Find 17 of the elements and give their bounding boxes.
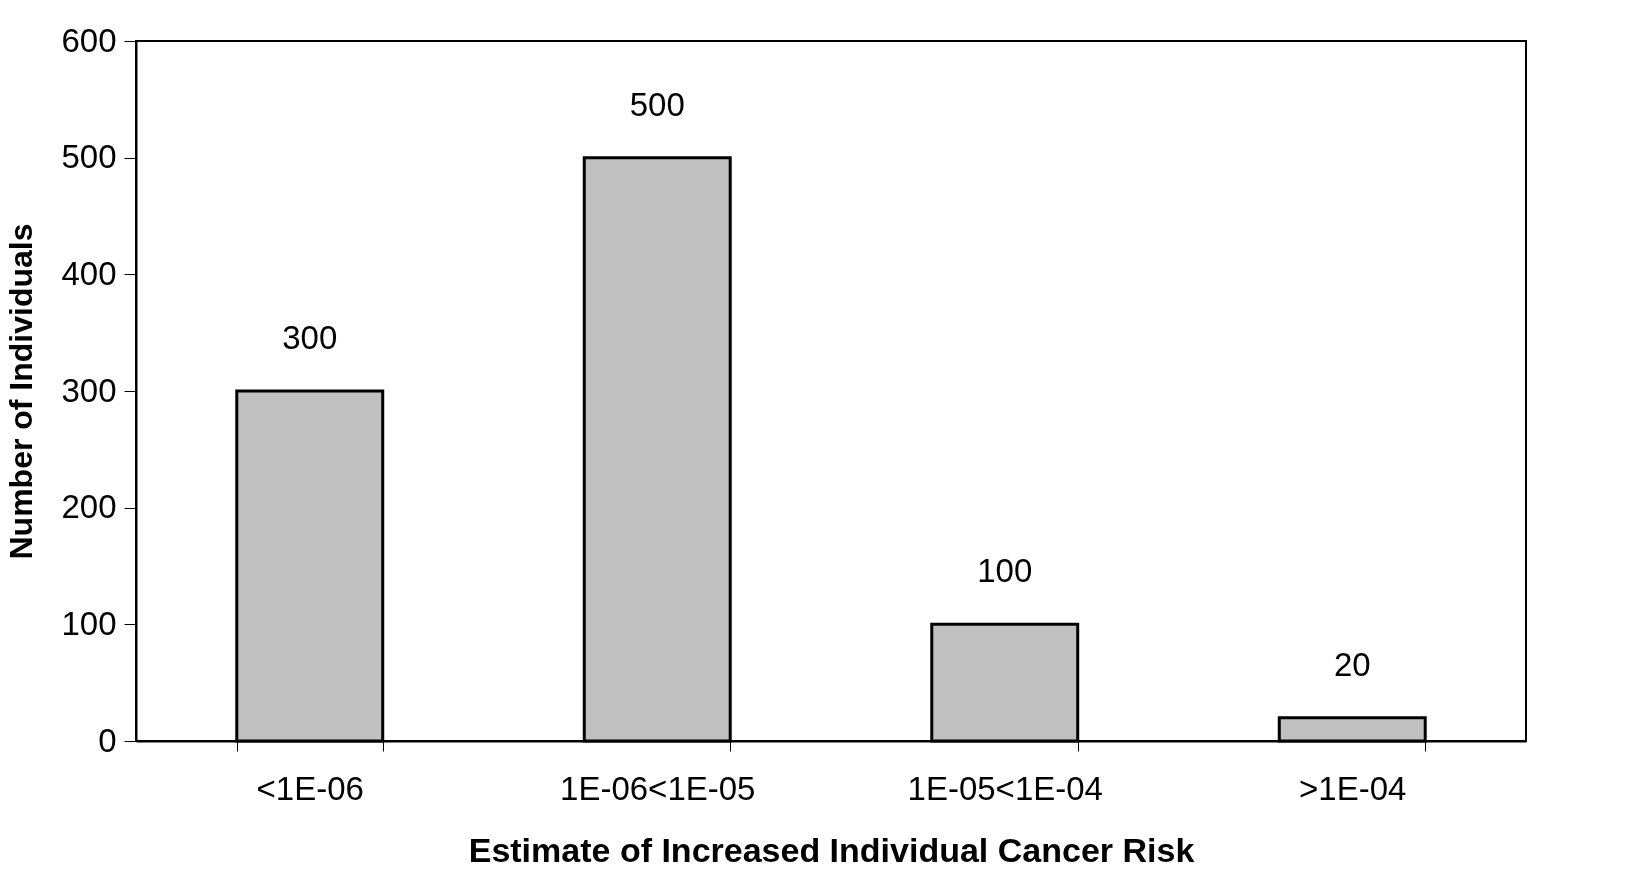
data-label: 100: [977, 552, 1033, 590]
data-label: 300: [282, 319, 338, 356]
y-tick-label: 200: [61, 488, 117, 526]
x-axis-title: Estimate of Increased Individual Cancer Risk: [468, 830, 1195, 869]
y-tick-label: 100: [61, 604, 117, 642]
y-tick-label: 300: [61, 371, 117, 409]
data-label: 500: [629, 85, 685, 123]
x-tick-label: >1E-04: [1299, 769, 1407, 807]
y-axis-title: Number of Individuals: [3, 223, 40, 560]
y-tick-label: 600: [61, 21, 117, 59]
y-tick-label: 0: [98, 721, 117, 759]
y-tick-label: 400: [61, 254, 117, 292]
data-label: 20: [1333, 645, 1371, 683]
x-tick-label: 1E-05<1E-04: [907, 769, 1103, 807]
x-tick-label: <1E-06: [256, 769, 364, 807]
y-tick-label: 500: [61, 138, 117, 176]
x-tick-label: 1E-06<1E-05: [560, 769, 756, 807]
